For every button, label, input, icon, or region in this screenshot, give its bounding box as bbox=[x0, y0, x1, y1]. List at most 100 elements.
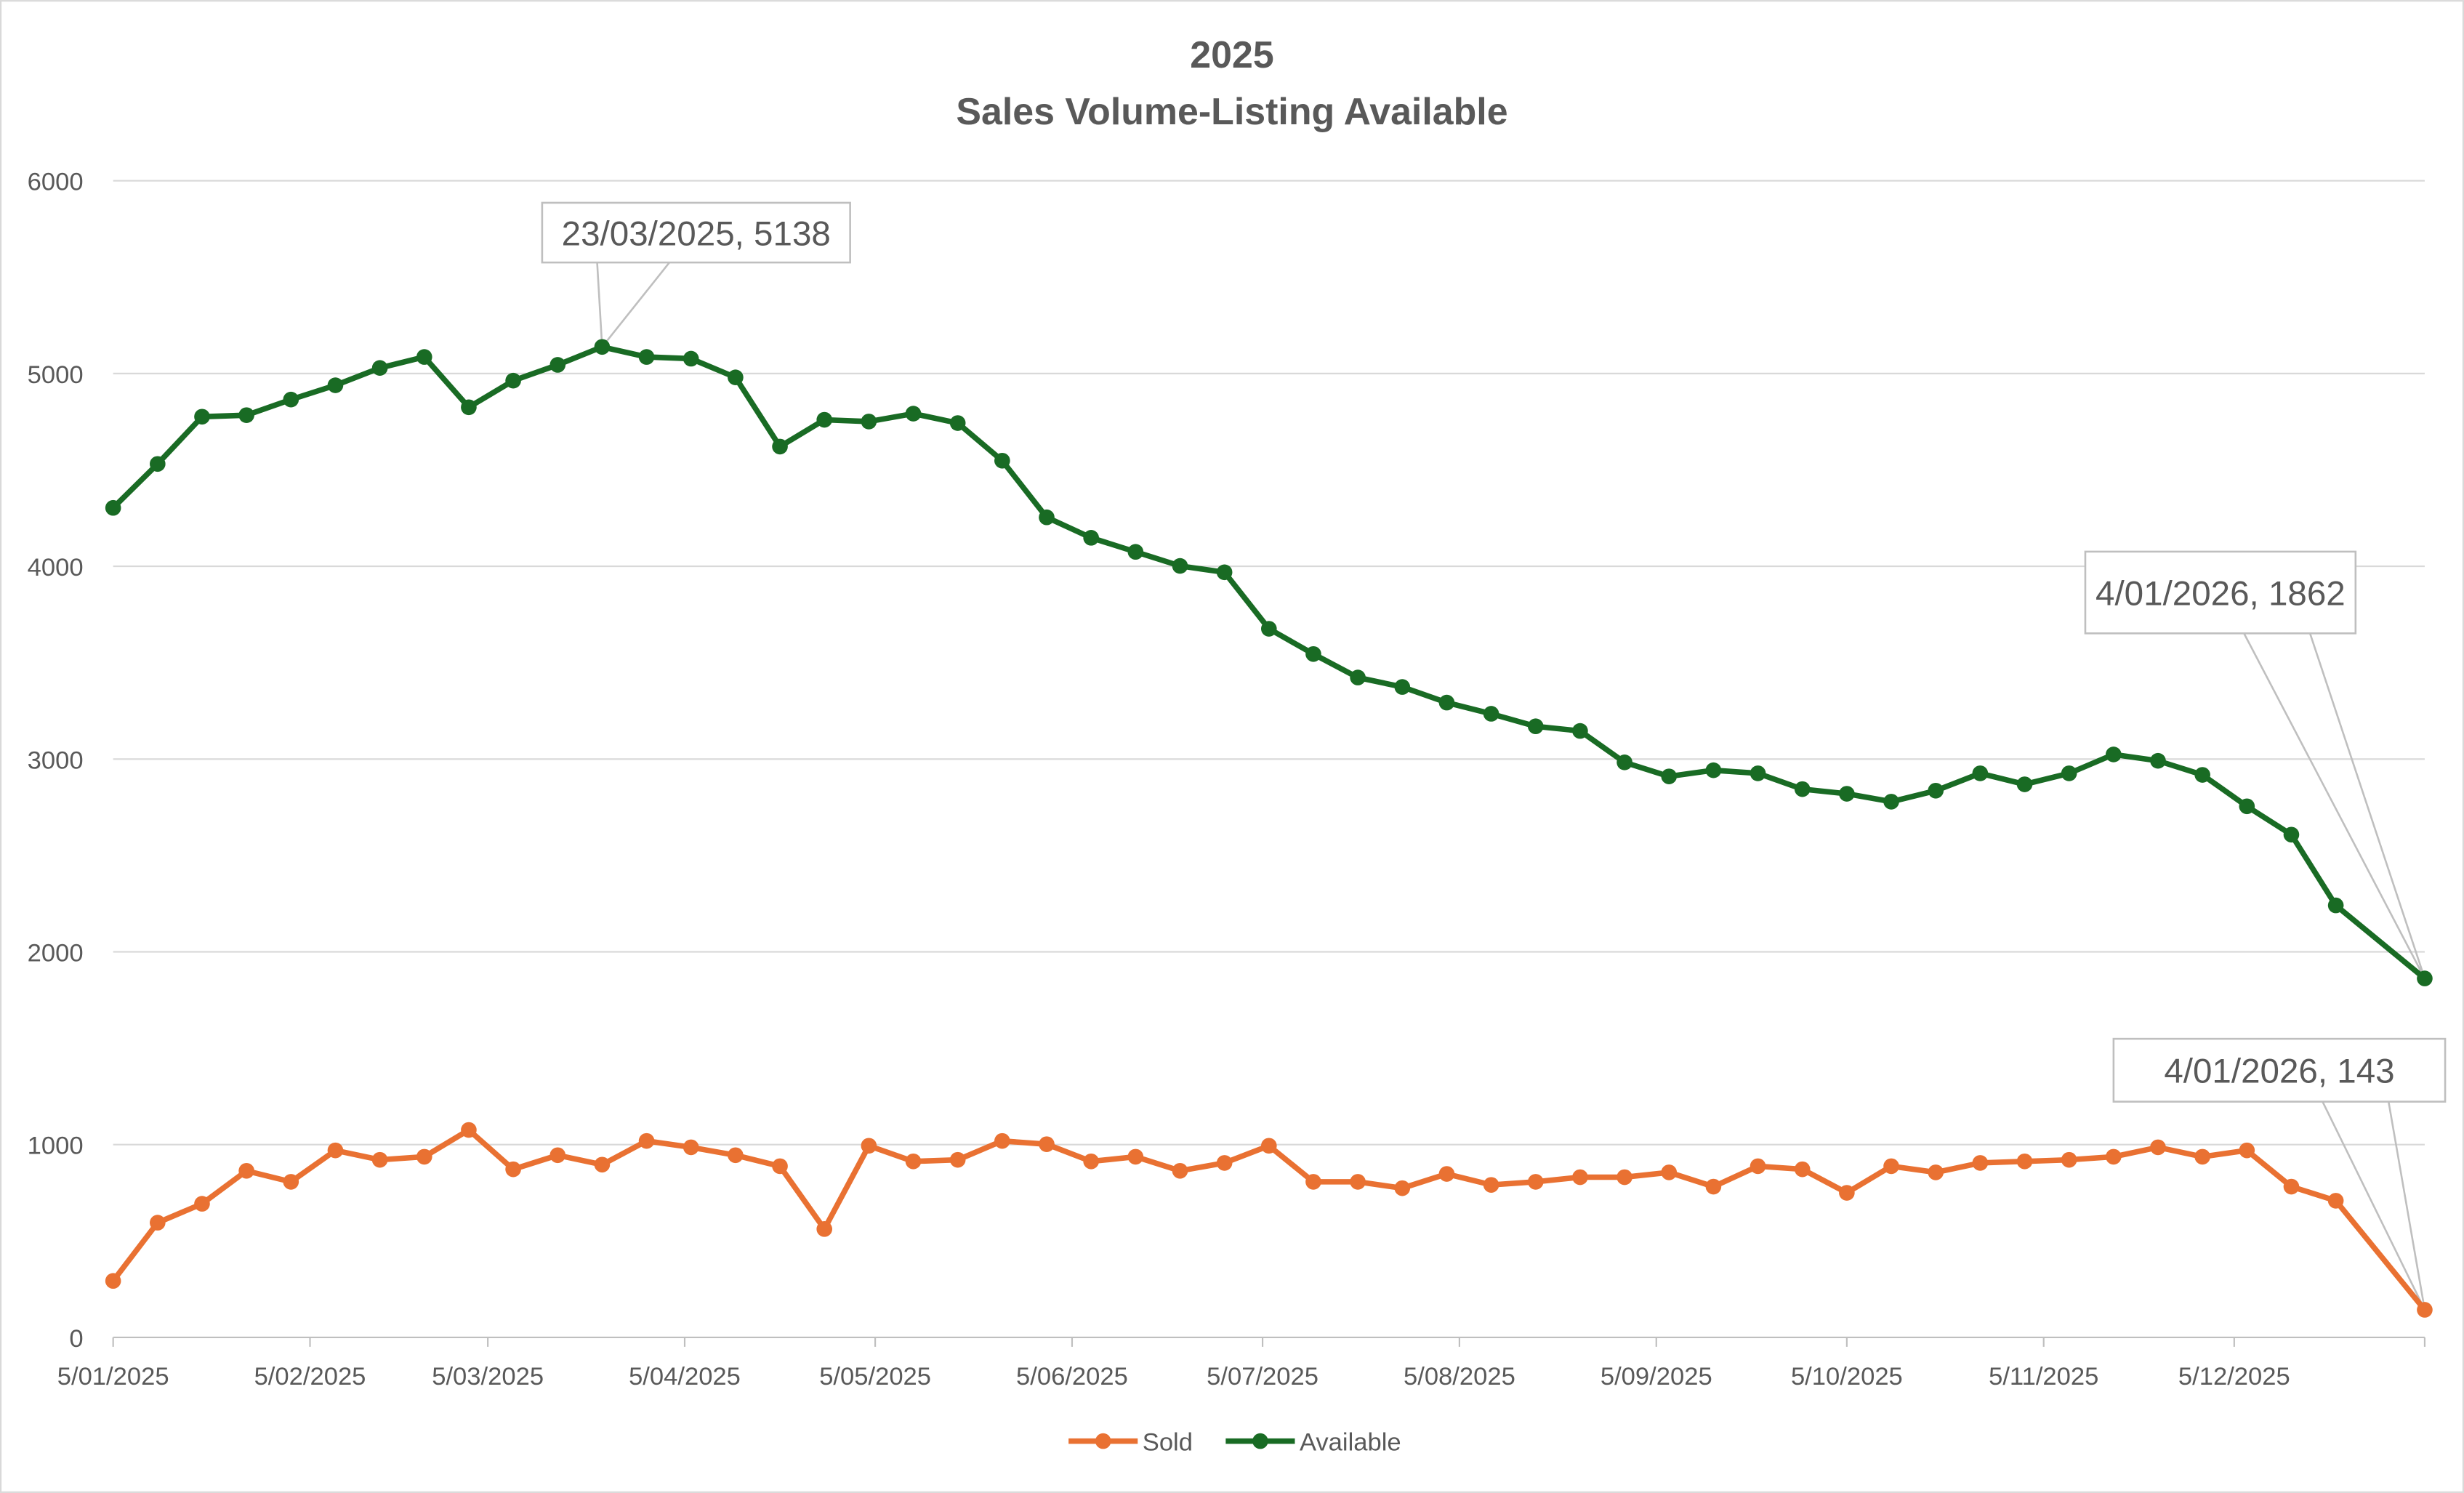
data-point bbox=[416, 1148, 432, 1165]
data-point bbox=[2417, 970, 2433, 986]
data-point bbox=[194, 1196, 210, 1212]
x-tick-label: 5/02/2025 bbox=[254, 1363, 366, 1391]
data-point bbox=[683, 1139, 699, 1156]
data-point bbox=[728, 369, 744, 386]
data-point bbox=[1572, 1169, 1588, 1186]
data-point bbox=[1794, 1161, 1811, 1178]
legend-label: Available bbox=[1300, 1429, 1401, 1457]
data-point bbox=[2150, 752, 2166, 769]
callout-label: 23/03/2025, 5138 bbox=[562, 214, 831, 253]
gridlines bbox=[113, 180, 2425, 1146]
legend-swatch-marker bbox=[1252, 1433, 1268, 1449]
data-point bbox=[1527, 718, 1544, 735]
data-point bbox=[1394, 1180, 1411, 1196]
data-point bbox=[1527, 1174, 1544, 1190]
x-axis: 5/01/2025 5/02/2025 5/03/2025 5/04/2025 5/05… bbox=[57, 1336, 2426, 1391]
y-tick-label: 0 bbox=[69, 1325, 83, 1353]
data-point bbox=[861, 414, 877, 430]
x-tick-label: 5/04/2025 bbox=[629, 1363, 741, 1391]
x-tick-label: 5/10/2025 bbox=[1791, 1363, 1903, 1391]
data-point bbox=[461, 1122, 477, 1138]
data-point bbox=[283, 391, 299, 408]
x-tick-label: 5/07/2025 bbox=[1207, 1363, 1318, 1391]
data-point bbox=[2194, 1148, 2210, 1165]
y-tick-label: 1000 bbox=[28, 1132, 84, 1160]
data-point bbox=[1260, 621, 1277, 637]
data-point bbox=[1438, 1166, 1455, 1182]
data-point bbox=[416, 349, 432, 365]
data-point bbox=[2016, 1153, 2033, 1170]
data-point bbox=[1172, 1162, 1188, 1179]
data-point bbox=[1750, 1158, 1766, 1175]
data-point bbox=[549, 1147, 566, 1164]
callout-box bbox=[541, 201, 851, 264]
data-point bbox=[505, 1161, 521, 1178]
data-point bbox=[1083, 1153, 1099, 1170]
data-point bbox=[2283, 826, 2300, 843]
callout-label: 4/01/2026, 1862 bbox=[2095, 574, 2346, 613]
data-point bbox=[327, 377, 344, 393]
data-point bbox=[1839, 1185, 1855, 1201]
data-point bbox=[2194, 767, 2210, 783]
data-point bbox=[772, 438, 788, 455]
data-point bbox=[905, 406, 922, 422]
data-point bbox=[1305, 1174, 1321, 1190]
legend-swatch-marker bbox=[1095, 1433, 1111, 1449]
callout-box bbox=[2084, 550, 2357, 635]
data-point bbox=[150, 1215, 166, 1231]
data-point bbox=[283, 1174, 299, 1190]
data-point bbox=[1260, 1138, 1277, 1154]
data-point bbox=[994, 1132, 1010, 1149]
callouts: 23/03/2025, 5138 4/01/2026, 1862 4/01/2026… bbox=[541, 201, 2447, 1311]
x-tick-label: 5/05/2025 bbox=[819, 1363, 931, 1391]
legend: Sold Available bbox=[1068, 1429, 1401, 1457]
data-point bbox=[2239, 1142, 2255, 1159]
data-point bbox=[194, 409, 210, 425]
x-tick-label: 5/01/2025 bbox=[57, 1363, 169, 1391]
data-point bbox=[2283, 1178, 2300, 1195]
data-point bbox=[905, 1153, 922, 1170]
data-point bbox=[1350, 1174, 1366, 1190]
data-point bbox=[105, 1273, 121, 1289]
data-point bbox=[861, 1138, 877, 1154]
data-point bbox=[1661, 768, 1678, 784]
data-point bbox=[949, 415, 966, 431]
data-point bbox=[1483, 1177, 1499, 1193]
data-point bbox=[1039, 1136, 1055, 1152]
data-point bbox=[1928, 782, 1944, 799]
data-point bbox=[2106, 1148, 2122, 1165]
data-point bbox=[594, 1156, 611, 1173]
data-point bbox=[2327, 1193, 2344, 1209]
data-point bbox=[1483, 706, 1499, 722]
data-point bbox=[1305, 645, 1321, 662]
series-line-sold bbox=[110, 1127, 2427, 1312]
data-point bbox=[2417, 1302, 2433, 1318]
series-line-available bbox=[111, 344, 2427, 981]
legend-item-available: Available bbox=[1225, 1429, 1401, 1457]
data-point bbox=[238, 1162, 254, 1179]
data-point bbox=[1928, 1164, 1944, 1180]
data-point bbox=[2239, 798, 2255, 815]
x-tick-label: 5/06/2025 bbox=[1016, 1363, 1128, 1391]
data-point bbox=[1172, 558, 1188, 574]
data-point bbox=[1216, 1155, 1233, 1171]
x-tick-label: 5/08/2025 bbox=[1404, 1363, 1515, 1391]
callout-box bbox=[2112, 1037, 2447, 1103]
data-point bbox=[1972, 765, 1989, 781]
data-point bbox=[2016, 776, 2033, 792]
data-point bbox=[683, 350, 699, 367]
y-tick-label: 2000 bbox=[28, 939, 84, 967]
data-point bbox=[594, 339, 611, 355]
data-point bbox=[1794, 781, 1811, 797]
data-point bbox=[1394, 679, 1411, 695]
chart-subtitle: Sales Volume-Listing Available bbox=[956, 90, 1507, 132]
data-point bbox=[2061, 1151, 2077, 1168]
data-point bbox=[461, 399, 477, 416]
data-point bbox=[1438, 694, 1455, 711]
data-point bbox=[1617, 754, 1632, 770]
data-point bbox=[1705, 1178, 1722, 1195]
data-point bbox=[371, 360, 388, 377]
data-point bbox=[728, 1147, 744, 1164]
data-point bbox=[2106, 746, 2122, 762]
